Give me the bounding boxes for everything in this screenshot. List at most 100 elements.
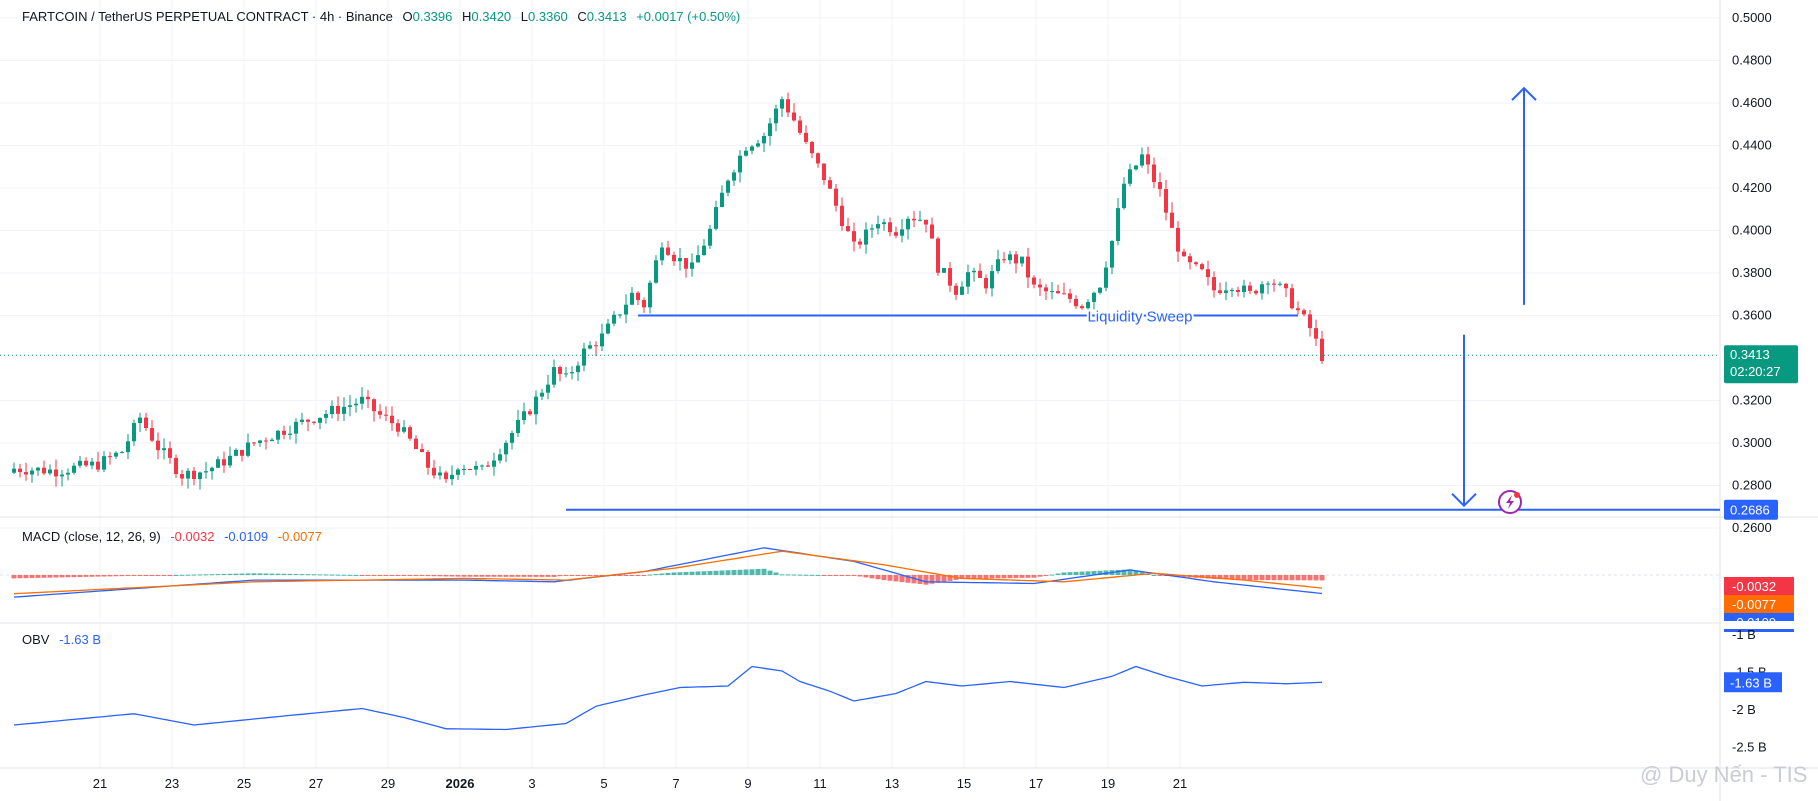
candle-body — [618, 314, 622, 316]
candle-body — [504, 442, 508, 455]
candle-body — [846, 226, 850, 232]
candle-body — [78, 460, 82, 466]
macd-histogram-bar — [869, 575, 875, 579]
candle-body — [720, 192, 724, 208]
candle-body — [24, 472, 28, 475]
candle-body — [852, 231, 856, 242]
candle-body — [612, 314, 616, 324]
candle-body — [660, 247, 664, 261]
candle-body — [576, 365, 580, 373]
macd-histogram-bar — [149, 575, 155, 576]
candle-body — [708, 228, 712, 246]
candle-body — [1032, 277, 1036, 285]
candle-body — [1212, 277, 1216, 291]
macd-histogram-bar — [923, 575, 929, 585]
watermark: @ Duy Nến - TIS — [1640, 762, 1808, 787]
macd-histogram-bar — [659, 573, 665, 575]
macd-histogram-bar — [587, 575, 593, 576]
macd-histogram-bar — [1085, 571, 1091, 575]
candle-body — [120, 452, 124, 454]
candle-body — [36, 467, 40, 471]
macd-histogram-bar — [89, 575, 95, 577]
candle-body — [972, 270, 976, 273]
macd-histogram-bar — [977, 575, 983, 579]
time-tick-label: 5 — [600, 776, 607, 791]
macd-histogram-bar — [797, 574, 803, 576]
macd-histogram-bar — [59, 575, 65, 578]
candle-body — [228, 455, 232, 466]
obv-title[interactable]: OBV — [22, 632, 50, 647]
macd-histogram-bar — [1241, 575, 1247, 580]
candle-body — [1176, 227, 1180, 252]
obv-value: -1.63 B — [59, 632, 102, 647]
candle-body — [18, 468, 22, 473]
candle-body — [834, 188, 838, 206]
candle-body — [1002, 259, 1006, 261]
macd-histogram-bar — [1319, 575, 1325, 581]
candle-body — [408, 427, 412, 439]
candle-body — [1308, 314, 1312, 329]
candle-body — [1038, 284, 1042, 288]
macd-axis-value: -0.0032 — [1732, 579, 1776, 594]
macd-line-value: -0.0109 — [224, 529, 269, 544]
candle-body — [444, 472, 448, 480]
lightning-alert-icon[interactable] — [1498, 490, 1522, 514]
macd-histogram-bar — [1043, 575, 1049, 576]
candle-body — [648, 282, 652, 308]
macd-histogram-bar — [761, 568, 767, 575]
price-tick-label: 0.3000 — [1732, 435, 1772, 450]
candle-body — [1314, 328, 1318, 339]
macd-histogram-bar — [527, 575, 533, 577]
price-tick-label: 0.3800 — [1732, 265, 1772, 280]
candle-body — [1296, 308, 1300, 311]
candle-body — [498, 454, 502, 461]
macd-histogram-bar — [1091, 571, 1097, 575]
candle-body — [96, 461, 100, 470]
candle-body — [960, 286, 964, 295]
macd-histogram-bar — [497, 575, 503, 577]
macd-histogram-bar — [443, 575, 449, 577]
macd-histogram-bar — [707, 570, 713, 575]
macd-signal-line — [13, 550, 1323, 595]
candle-body — [594, 345, 598, 347]
candle-body — [1278, 283, 1282, 285]
macd-histogram-bar — [539, 575, 545, 577]
price-tick-label: 0.4200 — [1732, 180, 1772, 195]
macd-histogram-bar — [803, 574, 809, 576]
macd-histogram-bar — [347, 574, 353, 576]
candle-body — [1146, 154, 1150, 165]
candle-body — [1320, 338, 1324, 362]
macd-histogram-bar — [581, 575, 587, 576]
candle-body — [792, 112, 796, 121]
macd-histogram-bar — [641, 575, 647, 576]
projection-arrows — [1451, 86, 1537, 508]
candle-body — [384, 414, 388, 416]
macd-histogram-bar — [875, 575, 881, 580]
macd-histogram-bar — [269, 573, 275, 575]
macd-histogram-bar — [629, 575, 635, 576]
price-tick-label: 0.3600 — [1732, 308, 1772, 323]
candle-body — [636, 292, 640, 301]
obv-tick-label: -1 B — [1732, 627, 1756, 642]
symbol-label[interactable]: FARTCOIN / TetherUS PERPETUAL CONTRACT ·… — [22, 9, 393, 24]
candle-body — [84, 460, 88, 466]
candle-body — [600, 333, 604, 347]
candle-body — [1062, 293, 1066, 295]
macd-histogram-bar — [41, 575, 47, 578]
candle-body — [966, 272, 970, 287]
macd-title[interactable]: MACD (close, 12, 26, 9) — [22, 529, 161, 544]
macd-histogram-bar — [701, 571, 707, 575]
candle-body — [1020, 256, 1024, 264]
candle-body — [882, 222, 886, 225]
price-axis[interactable]: 0.5000 0.4800 0.4600 0.4400 0.4200 0.4000 0.38… — [1724, 10, 1798, 535]
macd-histogram-bar — [1061, 572, 1067, 575]
time-axis[interactable]: 21 23 25 27 29 2026 3 5 7 9 11 13 15 17 19 21 — [93, 776, 1187, 791]
macd-histogram-bar — [1037, 575, 1043, 577]
candle-body — [864, 229, 868, 245]
obv-axis-badge: -1.63 B — [1724, 672, 1782, 693]
candle-body — [1158, 182, 1162, 190]
candle-body — [516, 420, 520, 434]
macd-histogram-bar — [683, 571, 689, 575]
candle-body — [258, 440, 262, 444]
